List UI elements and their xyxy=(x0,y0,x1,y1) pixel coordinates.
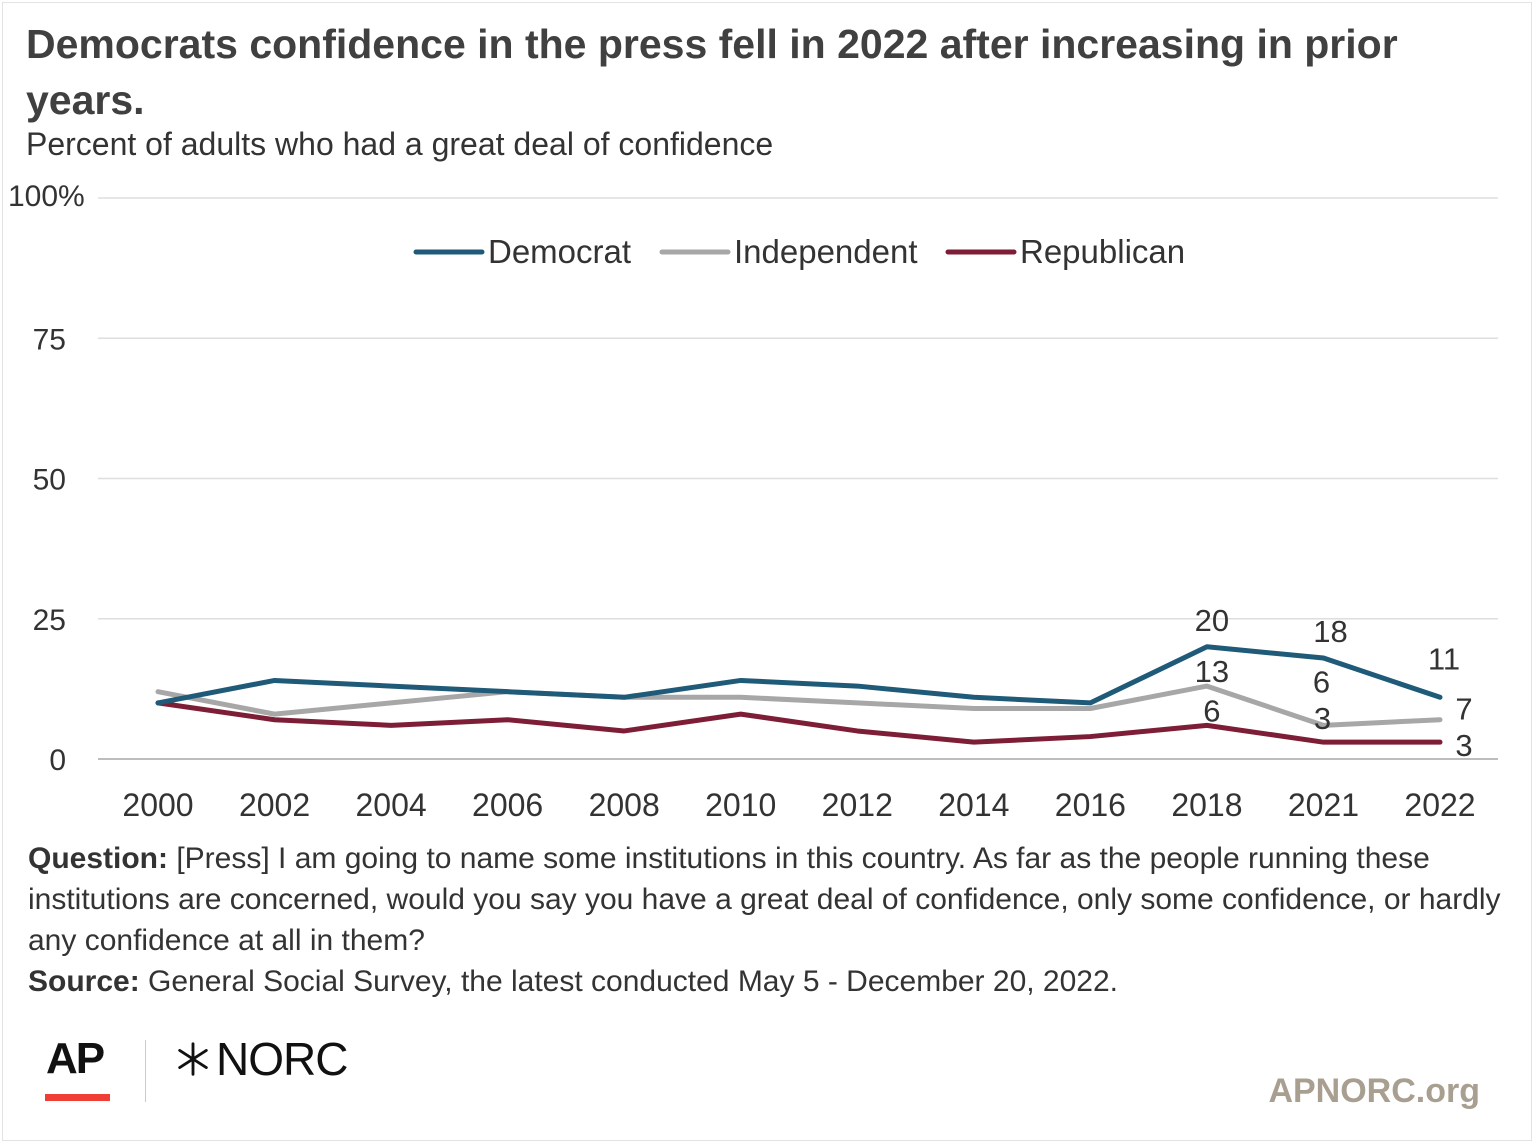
question-text: [Press] I am going to name some institut… xyxy=(28,842,1501,957)
legend-label-independent: Independent xyxy=(734,233,918,270)
logo-divider xyxy=(145,1040,146,1102)
y-tick-label: 25 xyxy=(33,604,66,637)
data-label: 6 xyxy=(1203,693,1220,728)
chart-title: Democrats confidence in the press fell i… xyxy=(26,21,1398,123)
y-tick-label: 75 xyxy=(33,323,66,356)
data-label: 20 xyxy=(1195,603,1229,638)
x-tick-label: 2000 xyxy=(122,787,193,823)
source-note: Source: General Social Survey, the lates… xyxy=(28,961,1508,1002)
democrat-line xyxy=(155,644,1443,706)
y-tick-label: 50 xyxy=(33,464,66,497)
norc-star-icon xyxy=(178,1042,208,1076)
x-tick-label: 2014 xyxy=(938,787,1009,823)
y-tick-label: 100% xyxy=(8,180,85,213)
y-tick-label: 0 xyxy=(49,744,66,777)
y-axis-ticks: 100% 75 50 25 0 xyxy=(8,180,85,777)
x-tick-label: 2010 xyxy=(705,787,776,823)
legend: Democrat Independent Republican xyxy=(413,233,1185,270)
x-tick-label: 2002 xyxy=(239,787,310,823)
data-label: 18 xyxy=(1313,614,1347,649)
question-label: Question: xyxy=(28,842,168,875)
x-tick-label: 2016 xyxy=(1055,787,1126,823)
x-tick-label: 2012 xyxy=(822,787,893,823)
x-tick-label: 2022 xyxy=(1404,787,1475,823)
gridlines xyxy=(98,197,1498,760)
data-label: 3 xyxy=(1455,728,1472,763)
data-label: 11 xyxy=(1428,641,1460,676)
x-tick-label: 2008 xyxy=(589,787,660,823)
line-chart: 100% 75 50 25 0 2000 2002 2004 2006 2008 2010 2012… xyxy=(8,180,1498,823)
x-tick-label: 2006 xyxy=(472,787,543,823)
ap-logo: AP xyxy=(46,1034,105,1083)
source-label: Source: xyxy=(28,965,140,998)
legend-label-democrat: Democrat xyxy=(488,233,631,270)
x-tick-label: 2004 xyxy=(355,787,426,823)
ap-logo-underline xyxy=(45,1094,110,1101)
footnote: Question: [Press] I am going to name som… xyxy=(28,838,1508,1002)
republican-line xyxy=(155,700,1443,745)
question-note: Question: [Press] I am going to name som… xyxy=(28,838,1508,961)
chart-subtitle: Percent of adults who had a great deal o… xyxy=(26,126,774,162)
data-label: 6 xyxy=(1313,664,1330,699)
x-tick-label: 2021 xyxy=(1288,787,1359,823)
norc-logo-text: NORC xyxy=(216,1033,348,1085)
data-label: 13 xyxy=(1195,654,1229,689)
independent-line xyxy=(155,683,1443,728)
data-label: 7 xyxy=(1455,692,1472,727)
norc-logo: NORC xyxy=(174,1033,348,1085)
data-label: 3 xyxy=(1314,701,1331,736)
series-lines xyxy=(155,644,1443,745)
x-tick-label: 2018 xyxy=(1171,787,1242,823)
source-text: General Social Survey, the latest conduc… xyxy=(139,965,1118,998)
x-axis-ticks: 2000 2002 2004 2006 2008 2010 2012 2014 2016 2018… xyxy=(122,787,1475,823)
legend-label-republican: Republican xyxy=(1020,233,1185,270)
site-url: APNORC.org xyxy=(1268,1072,1480,1110)
